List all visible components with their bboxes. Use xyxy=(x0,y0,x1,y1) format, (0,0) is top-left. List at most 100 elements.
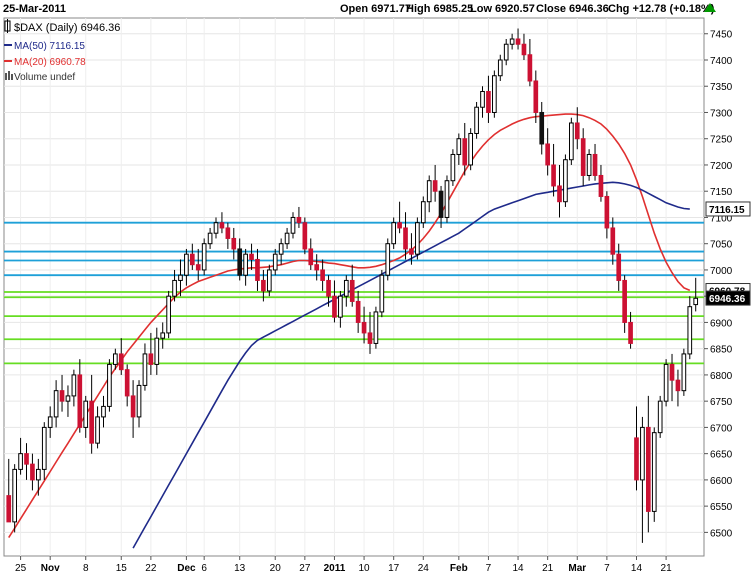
candle xyxy=(118,338,124,375)
x-tick-label: Nov xyxy=(41,563,60,574)
candle-body xyxy=(426,180,432,203)
y-tick-label: 6800 xyxy=(710,371,733,382)
candle-body xyxy=(6,495,12,523)
candle-body xyxy=(527,54,533,82)
candle-body xyxy=(154,337,160,365)
candle-body xyxy=(36,468,41,481)
candle-body xyxy=(645,426,651,512)
candle-body xyxy=(598,174,604,197)
candle xyxy=(24,443,29,480)
candle-body xyxy=(71,374,77,397)
candle xyxy=(77,359,83,433)
candle xyxy=(693,277,699,312)
candle xyxy=(266,264,272,297)
candle-body xyxy=(563,159,568,203)
candle xyxy=(195,248,201,281)
candle-body xyxy=(444,180,450,218)
candle xyxy=(314,254,320,281)
candle xyxy=(326,275,331,307)
candle xyxy=(30,453,35,491)
candle xyxy=(255,248,260,291)
candle-body xyxy=(195,264,201,271)
candle xyxy=(332,280,337,323)
candle-body xyxy=(118,353,124,371)
candle xyxy=(403,212,408,260)
x-tick-label: 22 xyxy=(145,563,157,574)
candle-body xyxy=(255,258,260,281)
candle xyxy=(420,196,426,228)
candle-body xyxy=(272,253,278,271)
candle xyxy=(18,437,23,475)
candle-body xyxy=(456,138,462,155)
candle xyxy=(249,243,254,270)
candle-body xyxy=(468,132,474,166)
candle-body xyxy=(95,416,100,444)
y-tick-label: 7150 xyxy=(710,187,733,198)
legend: $DAX (Daily) 6946.36 MA(50) 7116.15 MA(2… xyxy=(4,19,120,83)
candle-body xyxy=(249,253,254,260)
candle xyxy=(201,238,207,276)
candle xyxy=(497,54,503,81)
candle xyxy=(130,380,136,438)
candle xyxy=(474,101,479,139)
candle-body xyxy=(474,106,479,134)
header-open: Open 6971.77 xyxy=(340,3,411,15)
candle xyxy=(444,175,450,223)
candle-body xyxy=(349,279,355,302)
candle-body xyxy=(486,90,491,113)
x-tick-label: 7 xyxy=(604,563,610,574)
candle-body xyxy=(113,353,118,365)
candle xyxy=(515,28,521,50)
candle xyxy=(592,143,598,181)
candle xyxy=(113,348,118,370)
candle xyxy=(486,75,491,123)
candle xyxy=(243,248,248,286)
candle xyxy=(533,70,539,123)
candle xyxy=(6,458,12,523)
y-tick-label: 6500 xyxy=(710,528,733,539)
x-tick-label: 27 xyxy=(299,563,311,574)
y-tick-label: 6600 xyxy=(710,476,733,487)
candle-body xyxy=(213,222,219,234)
y-tick-label: 7400 xyxy=(710,56,733,67)
candle xyxy=(290,212,296,239)
candle-body xyxy=(545,143,550,166)
x-tick-label: 17 xyxy=(388,563,400,574)
y-tick-label: 6550 xyxy=(710,502,733,513)
candle-body xyxy=(622,279,627,323)
candle-body xyxy=(343,279,349,297)
candle-body xyxy=(693,297,699,306)
candle xyxy=(47,406,53,438)
candle-body xyxy=(124,369,130,397)
ma50-price-tag-box xyxy=(705,201,751,217)
candle-body xyxy=(201,243,207,271)
candle xyxy=(261,269,266,302)
candle xyxy=(41,422,47,480)
candle-body xyxy=(207,232,213,245)
candle-body xyxy=(367,332,373,344)
candle xyxy=(367,311,373,354)
candle xyxy=(622,275,627,333)
candle-body xyxy=(237,248,243,276)
candle xyxy=(189,243,195,270)
candle xyxy=(503,38,509,66)
candle-body xyxy=(24,453,29,465)
y-tick-label: 6900 xyxy=(710,318,733,329)
x-tick-label: Mar xyxy=(568,563,586,574)
candle xyxy=(468,128,474,171)
candle xyxy=(355,290,361,333)
header-close: Close 6946.36 xyxy=(536,3,609,15)
candle xyxy=(136,380,142,428)
candle-body xyxy=(332,295,337,318)
candle xyxy=(65,385,71,417)
candle xyxy=(415,217,420,260)
candle xyxy=(172,269,177,302)
candle-body xyxy=(148,353,154,365)
candle xyxy=(89,374,94,454)
candle-body xyxy=(243,253,248,276)
candle-body xyxy=(604,195,610,229)
candle xyxy=(409,233,414,265)
candle-body xyxy=(415,222,420,255)
y-tick-label: 6700 xyxy=(710,423,733,434)
y-tick-label: 6850 xyxy=(710,345,733,356)
